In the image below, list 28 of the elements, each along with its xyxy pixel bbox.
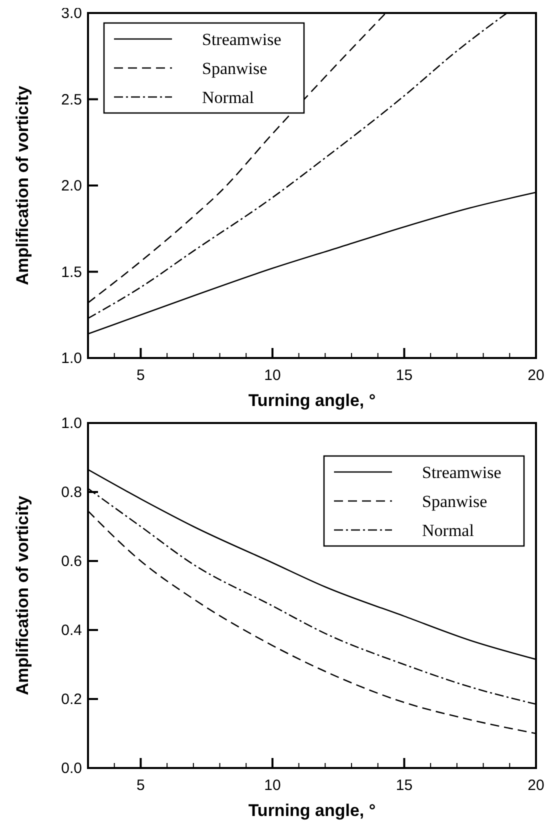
legend-label: Streamwise xyxy=(422,463,502,482)
x-axis-title: Turning angle, ° xyxy=(248,391,376,410)
x-tick-label: 15 xyxy=(396,367,413,384)
y-tick-label: 1.5 xyxy=(61,264,82,281)
y-tick-label: 2.5 xyxy=(61,91,82,108)
y-tick-label: 2.0 xyxy=(61,178,82,194)
y-tick-label: 0.4 xyxy=(61,622,82,639)
y-tick-label: 1.0 xyxy=(61,350,82,367)
x-tick-label: 15 xyxy=(396,777,413,794)
legend-label: Streamwise xyxy=(202,30,282,49)
x-tick-label: 5 xyxy=(136,777,145,794)
x-tick-label: 5 xyxy=(136,367,145,384)
x-tick-label: 10 xyxy=(264,367,281,384)
legend-label: Spanwise xyxy=(202,59,268,78)
legend-label: Normal xyxy=(422,521,474,540)
y-tick-label: 0.6 xyxy=(61,553,82,570)
y-axis-title: Amplification of vorticity xyxy=(13,495,32,696)
x-axis-title: Turning angle, ° xyxy=(248,801,376,820)
y-tick-label: 0.0 xyxy=(61,760,82,777)
y-tick-label: 1.0 xyxy=(61,415,82,432)
x-tick-label: 20 xyxy=(528,777,544,794)
legend-label: Spanwise xyxy=(422,492,488,511)
legend-label: Normal xyxy=(202,88,254,107)
y-axis-title: Amplification of vorticity xyxy=(13,85,32,286)
x-tick-label: 20 xyxy=(528,367,544,384)
y-tick-label: 0.2 xyxy=(61,691,82,708)
y-tick-label: 0.8 xyxy=(61,484,82,501)
x-tick-label: 10 xyxy=(264,777,281,794)
